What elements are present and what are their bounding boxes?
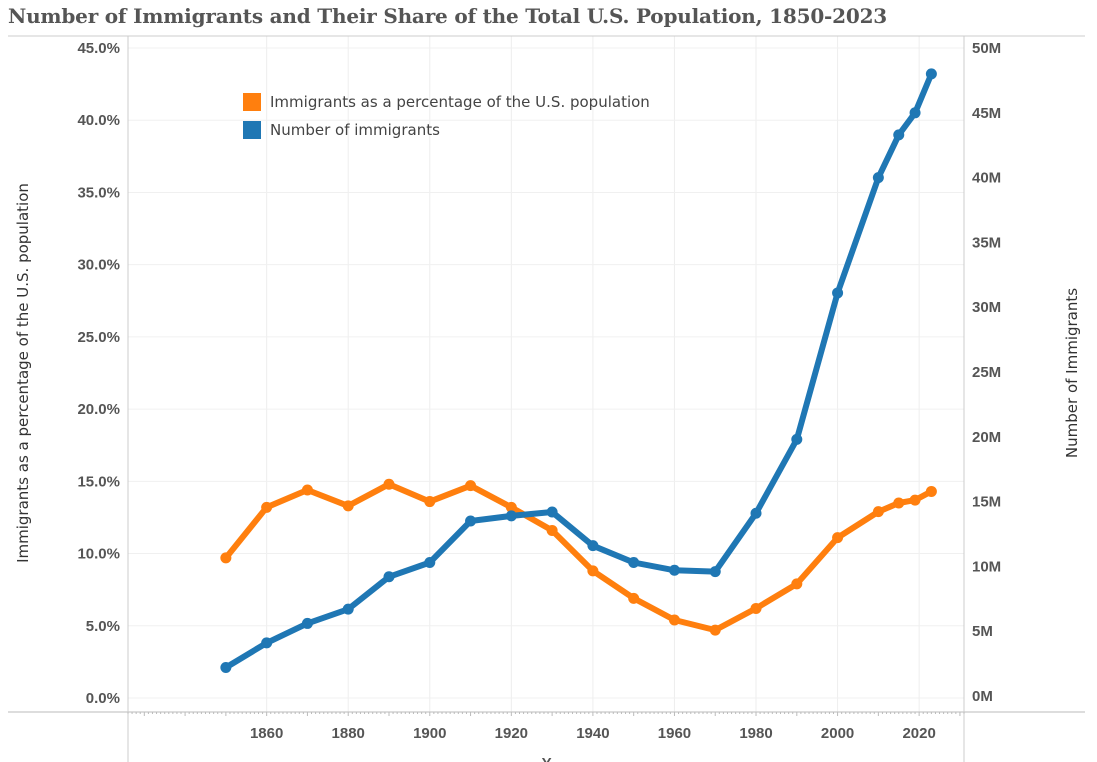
right-axis-title: Number of Immigrants [1063,288,1081,458]
series-layer [220,68,937,673]
plot-frame [8,35,1085,762]
series-point-0 [628,592,640,604]
series-point-0 [872,506,884,518]
legend-swatch [243,121,261,139]
x-tick-label: 1880 [332,725,365,742]
x-tick-label: 1900 [413,725,446,742]
series-point-0 [668,614,680,626]
x-axis-title: Y... [542,755,563,762]
gridlines [128,36,964,712]
series-point-1 [505,510,517,522]
series-point-0 [546,524,558,536]
legend-swatch [243,93,261,111]
series-point-0 [791,578,803,590]
legend-label: Number of immigrants [270,121,440,139]
left-tick-label: 15.0% [77,473,120,490]
right-tick-label: 0M [972,688,993,705]
series-point-0 [505,501,517,513]
left-tick-label: 35.0% [77,184,120,201]
right-tick-label: 50M [972,40,1001,57]
series-point-1 [791,433,803,445]
series-point-1 [872,172,884,184]
series-point-1 [750,507,762,519]
x-tick-label: 1980 [739,725,772,742]
x-tick-label: 1920 [495,725,528,742]
series-point-0 [832,532,844,544]
series-line-0 [222,481,935,634]
left-tick-label: 5.0% [86,618,120,635]
series-point-0 [301,484,313,496]
series-point-1 [709,566,721,578]
left-tick-label: 30.0% [77,257,120,274]
right-tick-label: 25M [972,364,1001,381]
series-point-0 [925,485,937,497]
series-point-1 [832,287,844,299]
legend-label: Immigrants as a percentage of the U.S. p… [270,93,650,111]
series-point-0 [342,500,354,512]
series-point-1 [465,515,477,527]
series-point-0 [465,480,477,492]
series-point-0 [261,501,273,513]
right-tick-label: 10M [972,558,1001,575]
series-point-1 [383,571,395,583]
series-point-1 [587,540,599,552]
series-point-1 [546,506,558,518]
series-point-1 [909,107,921,119]
chart-title: Number of Immigrants and Their Share of … [8,4,887,28]
right-tick-label: 20M [972,429,1001,446]
right-tick-label: 5M [972,623,993,640]
left-axis-title: Immigrants as a percentage of the U.S. p… [14,183,32,563]
series-point-1 [668,564,680,576]
right-tick-label: 35M [972,234,1001,251]
right-tick-label: 15M [972,494,1001,511]
x-tick-label: 2000 [821,725,854,742]
right-tick-label: 40M [972,170,1001,187]
left-tick-label: 0.0% [86,690,120,707]
axes-labels: 1860 1880 1900 1920 1940 1960 1980 2000 2020 Y...… [14,40,1081,762]
left-tick-label: 25.0% [77,329,120,346]
series-line-1 [222,70,935,671]
x-tick-label: 1940 [576,725,609,742]
left-tick-label: 10.0% [77,546,120,563]
x-tick-label: 2020 [902,725,935,742]
series-point-1 [893,129,905,141]
series-point-0 [893,497,905,509]
left-tick-label: 20.0% [77,401,120,418]
series-point-1 [925,68,937,80]
series-point-0 [587,565,599,577]
right-tick-label: 30M [972,299,1001,316]
series-point-0 [750,602,762,614]
series-point-1 [628,557,640,569]
series-point-0 [709,624,721,636]
legend: Immigrants as a percentage of the U.S. p… [243,93,650,139]
series-point-1 [220,661,232,673]
left-tick-label: 45.0% [77,40,120,57]
right-tick-label: 45M [972,105,1001,122]
series-point-1 [342,603,354,615]
series-point-0 [220,552,232,564]
series-point-0 [424,496,436,508]
left-tick-label: 40.0% [77,112,120,129]
series-point-1 [424,557,436,569]
x-tick-label: 1860 [250,725,283,742]
series-point-0 [909,494,921,506]
series-point-1 [301,617,313,629]
series-point-0 [383,478,395,490]
series-point-1 [261,637,273,649]
x-tick-label: 1960 [658,725,691,742]
